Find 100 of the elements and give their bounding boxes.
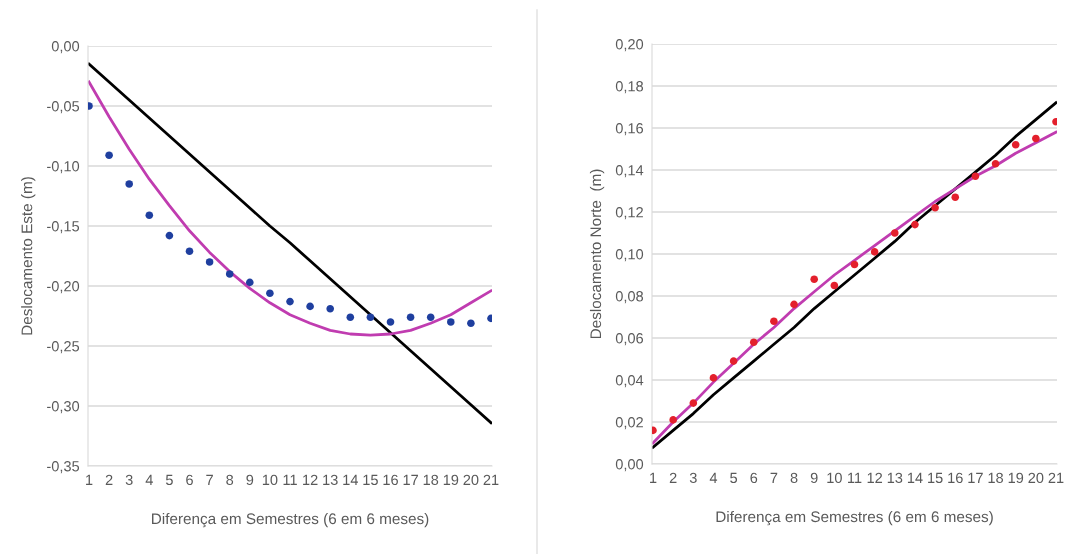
point xyxy=(770,317,778,325)
x-tick-label: 14 xyxy=(907,472,923,483)
y-tick-label: -0,15 xyxy=(47,221,80,234)
x-tick-label: 13 xyxy=(887,472,903,484)
line-series xyxy=(88,62,492,425)
point xyxy=(1011,141,1020,149)
x-tick-label: 7 xyxy=(206,474,213,485)
y-tick-label: 0,18 xyxy=(615,81,644,94)
x-tick-label: 13 xyxy=(323,474,338,486)
x-tick-label: 7 xyxy=(770,472,778,483)
x-tick-label: 1 xyxy=(86,474,93,485)
point xyxy=(386,318,395,326)
x-tick-label: 20 xyxy=(463,474,479,486)
point xyxy=(951,193,960,202)
y-tick-label: 0,14 xyxy=(615,165,644,178)
x-tick-label: 14 xyxy=(343,474,358,485)
x-tick-label: 18 xyxy=(423,474,439,486)
point xyxy=(266,289,274,297)
point xyxy=(145,211,154,219)
y-tick-label: -0,10 xyxy=(47,161,80,174)
point xyxy=(830,281,839,290)
x-tick-label: 3 xyxy=(125,474,133,486)
x-tick-label: 11 xyxy=(848,472,862,483)
y-axis-title: Deslocamento Norte (m) xyxy=(589,169,605,339)
point xyxy=(225,270,234,278)
point xyxy=(689,399,698,407)
point xyxy=(306,302,314,311)
point xyxy=(326,305,334,313)
point xyxy=(185,247,194,255)
y-tick-label: 0,00 xyxy=(51,41,80,54)
x-tick-label: 5 xyxy=(165,474,173,486)
point xyxy=(165,231,174,240)
point xyxy=(911,220,919,229)
x-tick-label: 16 xyxy=(383,474,398,486)
y-tick-label: 0,00 xyxy=(615,459,644,472)
point xyxy=(105,151,113,159)
point xyxy=(246,278,254,287)
point xyxy=(669,416,677,424)
point xyxy=(971,172,980,181)
point xyxy=(406,313,415,321)
y-tick-label: -0,30 xyxy=(47,401,80,414)
point xyxy=(709,374,718,382)
x-tick-label: 17 xyxy=(968,472,983,483)
line-series xyxy=(88,80,492,337)
x-tick-label: 2 xyxy=(669,472,677,483)
x-tick-label: 20 xyxy=(1028,472,1044,484)
x-axis-title: Diferença em Semestres (6 em 6 meses) xyxy=(152,512,429,528)
point xyxy=(810,275,818,283)
x-tick-label: 4 xyxy=(709,472,718,483)
x-tick-label: 21 xyxy=(483,474,499,485)
y-tick-label: 0,06 xyxy=(615,333,644,346)
x-tick-label: 5 xyxy=(730,472,738,484)
point xyxy=(346,313,355,321)
point xyxy=(870,248,879,256)
point xyxy=(286,297,294,306)
y-axis-title: Deslocamento Este (m) xyxy=(21,177,36,335)
x-tick-label: 8 xyxy=(226,474,234,486)
x-tick-label: 21 xyxy=(1048,472,1064,483)
y-tick-label: -0,25 xyxy=(47,341,80,354)
x-tick-label: 1 xyxy=(650,472,657,483)
y-tick-label: 0,10 xyxy=(615,249,644,262)
x-axis-title: Diferença em Semestres (6 em 6 meses) xyxy=(716,510,993,526)
point xyxy=(749,338,758,346)
point xyxy=(426,313,435,321)
x-tick-label: 17 xyxy=(403,474,418,485)
x-tick-label: 11 xyxy=(283,474,297,485)
y-tick-label: 0,20 xyxy=(615,39,644,52)
x-tick-label: 16 xyxy=(948,472,963,484)
y-tick-label: 0,08 xyxy=(615,291,644,304)
point xyxy=(205,258,214,266)
point xyxy=(366,313,375,321)
y-tick-label: 0,04 xyxy=(615,375,644,388)
x-tick-label: 15 xyxy=(363,474,378,486)
x-tick-label: 15 xyxy=(928,472,943,484)
point xyxy=(729,357,738,365)
x-tick-label: 8 xyxy=(790,472,798,484)
y-tick-label: -0,05 xyxy=(47,101,80,114)
y-tick-label: 0,12 xyxy=(615,207,643,220)
point xyxy=(790,300,798,309)
x-tick-label: 2 xyxy=(105,474,113,485)
point xyxy=(850,260,859,269)
x-tick-label: 9 xyxy=(246,474,254,486)
x-tick-label: 12 xyxy=(867,472,883,483)
point xyxy=(1032,134,1040,143)
x-tick-label: 12 xyxy=(303,474,318,485)
point xyxy=(125,180,134,188)
y-tick-label: 0,16 xyxy=(615,123,644,136)
point xyxy=(467,319,475,327)
y-tick-label: -0,20 xyxy=(47,281,80,294)
y-tick-label: -0,35 xyxy=(47,461,80,474)
x-tick-label: 6 xyxy=(186,474,193,486)
point xyxy=(931,204,939,212)
point xyxy=(446,318,455,326)
x-tick-label: 10 xyxy=(827,472,842,484)
x-tick-label: 6 xyxy=(750,472,758,484)
point xyxy=(991,159,1000,168)
x-tick-label: 9 xyxy=(810,472,818,484)
x-tick-label: 19 xyxy=(443,474,459,486)
x-tick-label: 19 xyxy=(1008,472,1024,484)
x-tick-label: 18 xyxy=(988,472,1004,484)
